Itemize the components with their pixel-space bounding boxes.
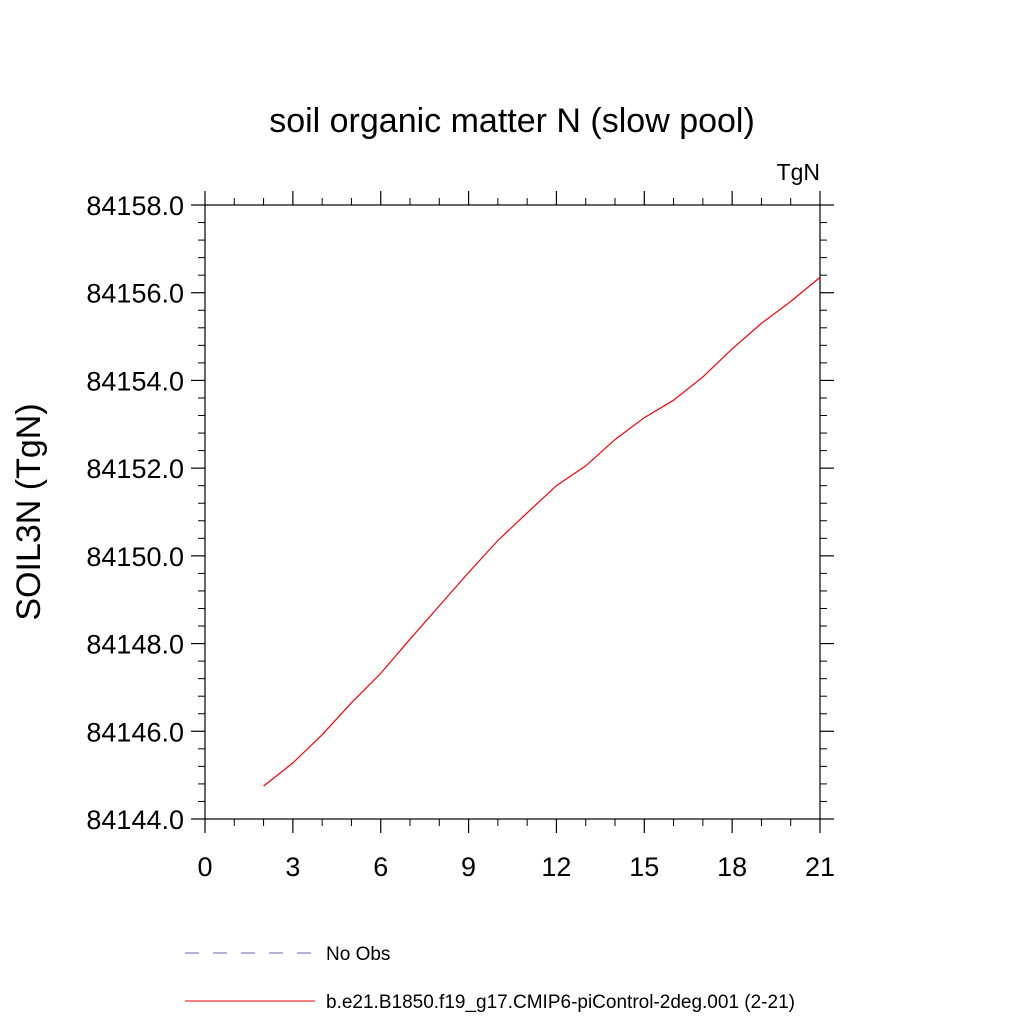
tick-labels-group: 0 3 6 9 12 15 18 21 84144.0 84146.0 84148.0 84150.0… — [86, 191, 835, 882]
y-axis-label: SOIL3N (TgN) — [10, 403, 48, 620]
x-tick-label: 6 — [373, 852, 388, 882]
legend: No Obs b.e21.B1850.f19_g17.CMIP6-piContr… — [185, 944, 795, 1013]
units-label: TgN — [777, 159, 820, 185]
y-tick-label: 84154.0 — [86, 366, 184, 396]
y-tick-label: 84156.0 — [86, 279, 184, 309]
x-tick-label: 12 — [541, 852, 571, 882]
legend-label-model-run: b.e21.B1850.f19_g17.CMIP6-piControl-2deg… — [326, 992, 795, 1013]
y-tick-label: 84148.0 — [86, 630, 184, 660]
ticks-group — [191, 191, 834, 833]
plot-frame — [204, 204, 821, 820]
y-tick-label: 84146.0 — [86, 717, 184, 747]
legend-label-no-obs: No Obs — [326, 944, 390, 965]
x-tick-label: 9 — [461, 852, 476, 882]
series-line — [263, 276, 821, 787]
x-tick-label: 3 — [285, 852, 300, 882]
chart-title: soil organic matter N (slow pool) — [269, 102, 755, 140]
y-tick-label: 84152.0 — [86, 454, 184, 484]
x-tick-label: 15 — [629, 852, 659, 882]
y-tick-label: 84150.0 — [86, 542, 184, 572]
y-tick-label: 84158.0 — [86, 191, 184, 221]
y-tick-label: 84144.0 — [86, 805, 184, 835]
series-group — [263, 276, 821, 787]
x-tick-label: 0 — [197, 852, 212, 882]
x-tick-label: 18 — [717, 852, 747, 882]
x-tick-label: 21 — [805, 852, 835, 882]
